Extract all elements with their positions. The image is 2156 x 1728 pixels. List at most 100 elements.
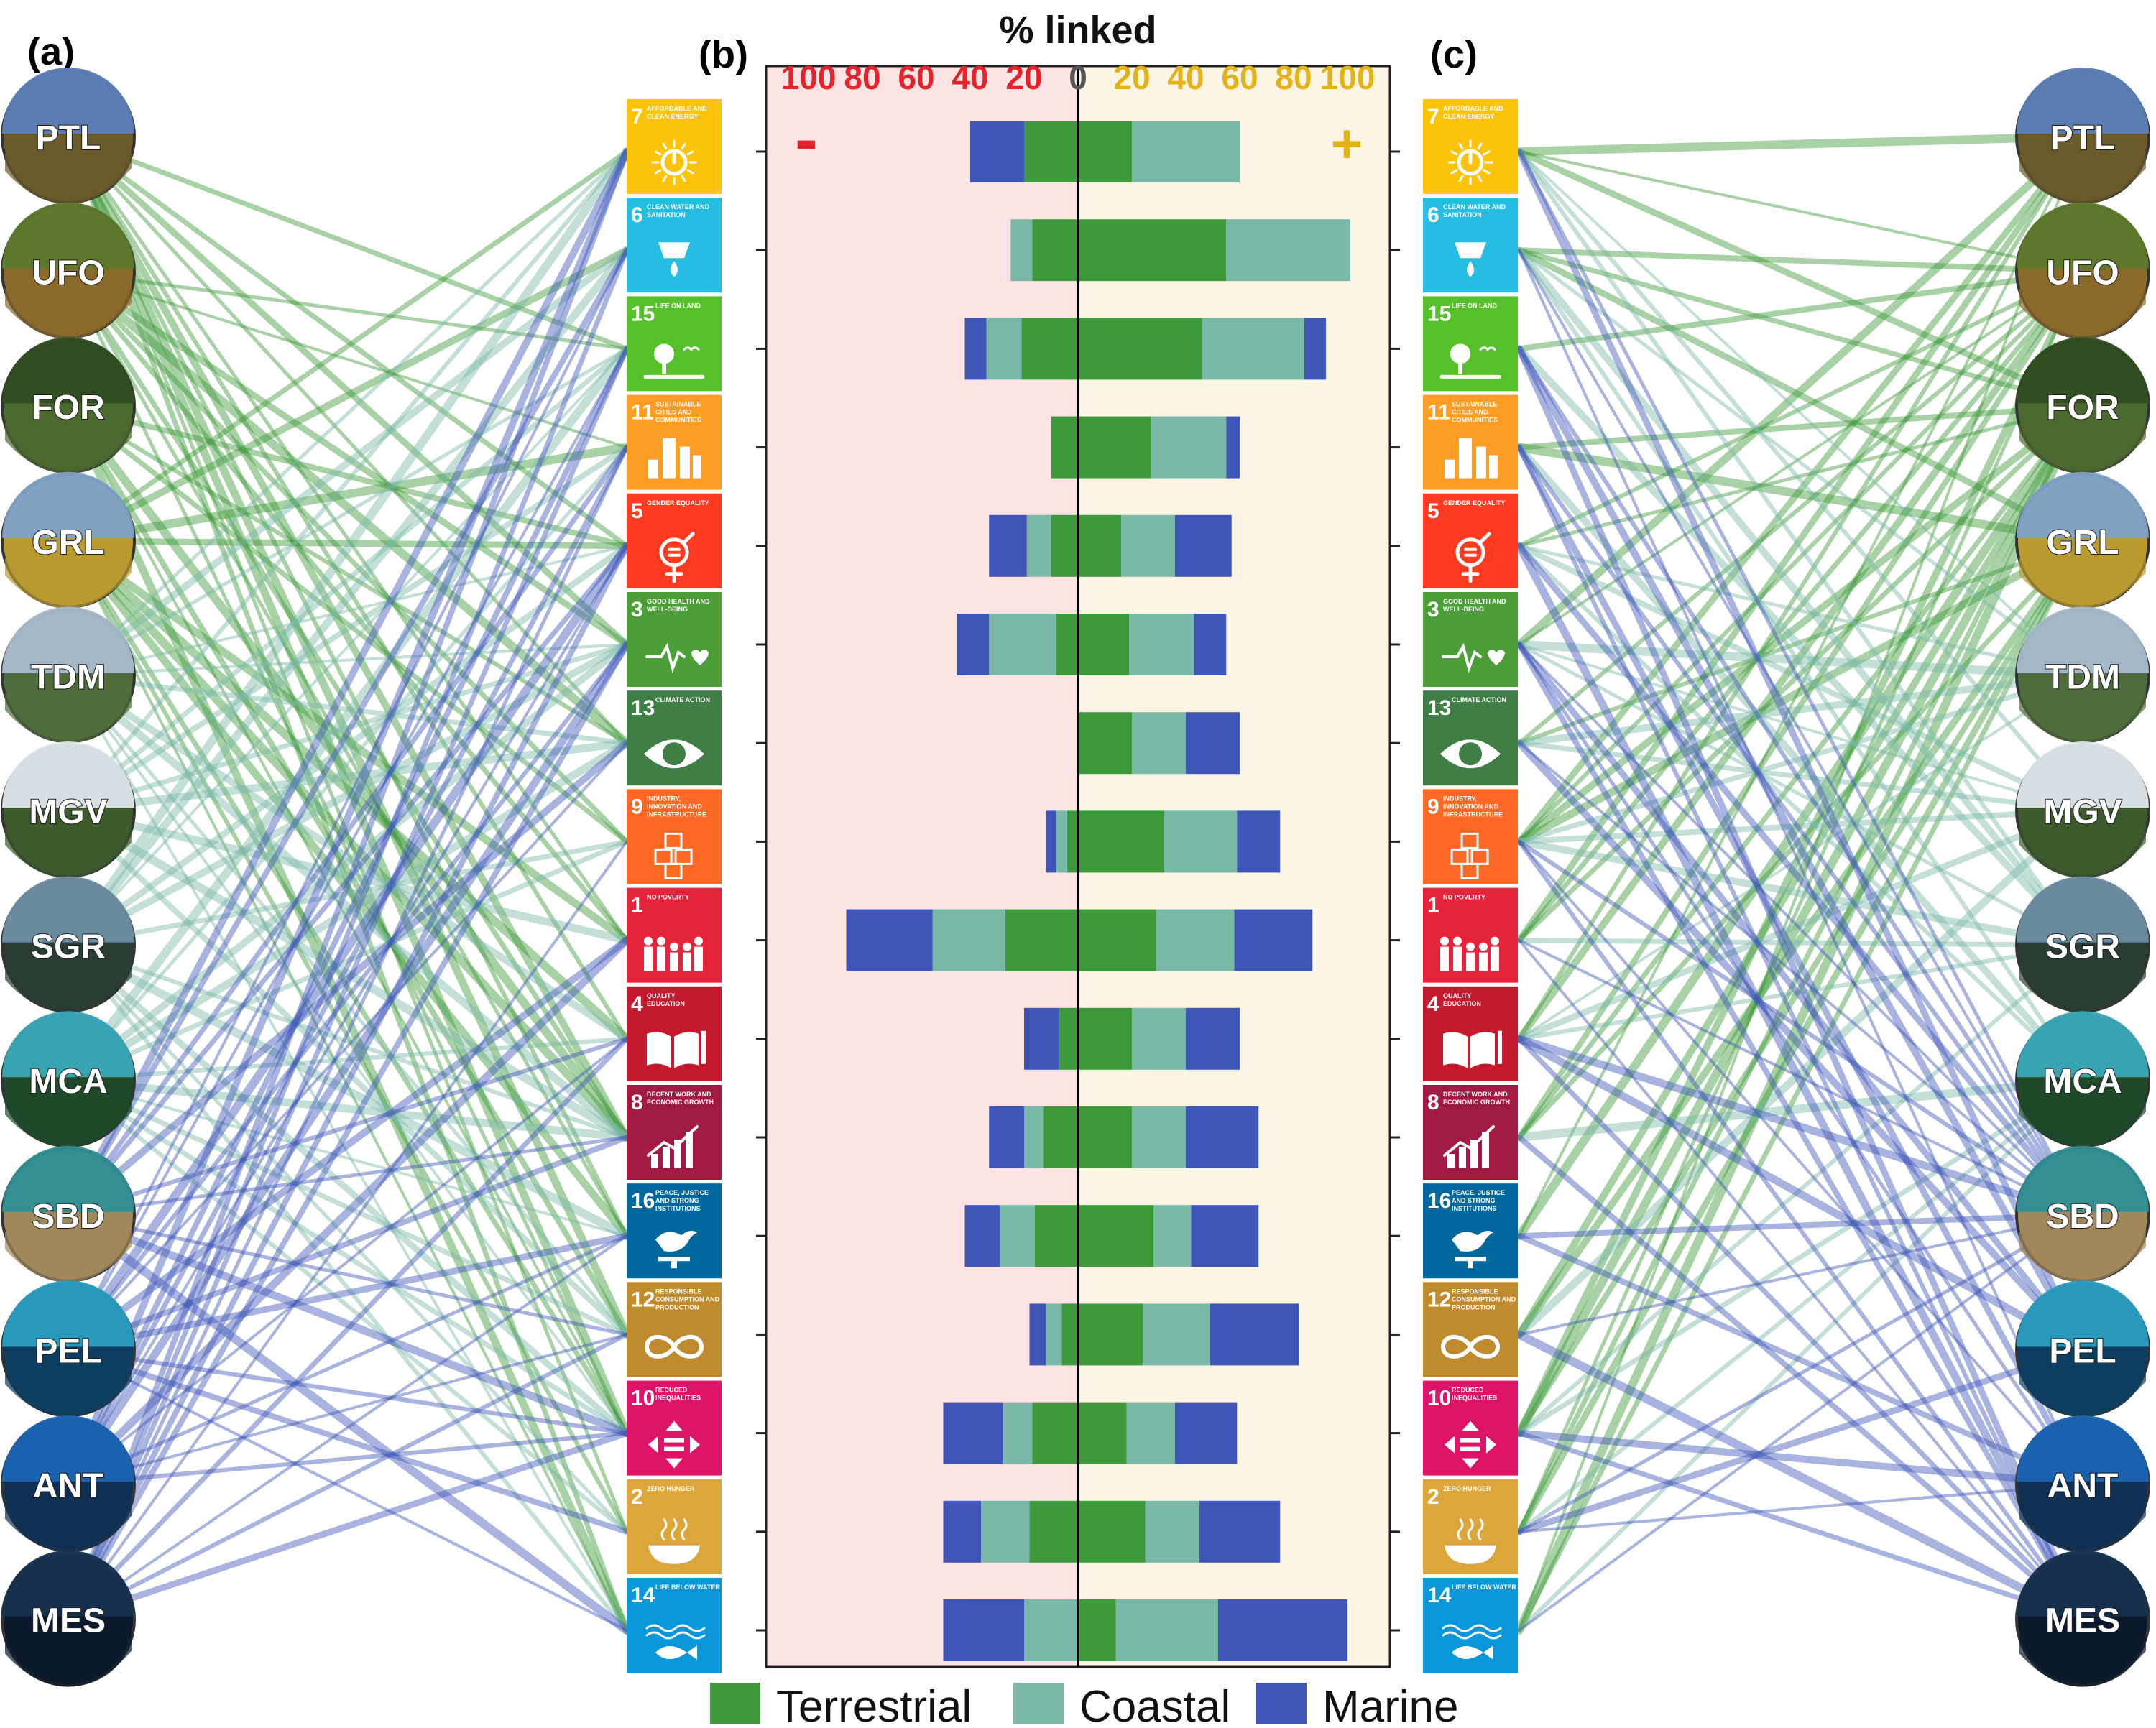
bar-neg-marine xyxy=(943,1599,1024,1661)
ecosystem-photo-detail xyxy=(5,414,132,474)
link-coastal xyxy=(65,838,630,1083)
link-marine xyxy=(65,542,630,1622)
sdg-tile-bg xyxy=(1423,1282,1518,1377)
sdg-title-line: CITIES AND xyxy=(1452,409,1488,416)
link-coastal xyxy=(65,641,630,949)
ecosystem-photo-top xyxy=(2017,1145,2149,1212)
link-coastal xyxy=(65,672,630,1043)
bar-pos-marine xyxy=(1175,514,1232,577)
sdg-number: 13 xyxy=(1427,696,1451,720)
link-terrestrial xyxy=(67,269,628,449)
ecosystem-photo-top xyxy=(2,1145,134,1212)
bar-pos-coastal xyxy=(1126,1402,1175,1464)
link-coastal xyxy=(65,673,630,746)
bar-pos-terrestrial xyxy=(1078,1007,1132,1070)
link-coastal xyxy=(64,671,631,1142)
link-marine xyxy=(65,247,630,1622)
bar-neg-marine xyxy=(989,514,1027,577)
sdg-number: 2 xyxy=(631,1485,643,1509)
ecosystem-photo-detail xyxy=(5,1492,132,1552)
city-icon xyxy=(1445,438,1498,479)
sdg-number: 7 xyxy=(1427,105,1439,129)
bar-neg-terrestrial xyxy=(1005,909,1078,971)
sdg-title-line: CLIMATE ACTION xyxy=(655,696,710,703)
ecosystem-photo-detail xyxy=(5,1223,132,1283)
sdg-number: 12 xyxy=(1427,1288,1451,1311)
bar-pos-terrestrial xyxy=(1078,1402,1127,1464)
sdg-number: 5 xyxy=(1427,499,1439,523)
sdg-title-line: ZERO HUNGER xyxy=(1443,1485,1491,1492)
link-terrestrial xyxy=(64,536,631,1142)
sdg-number: 14 xyxy=(1427,1584,1452,1607)
sdg-title-line: GENDER EQUALITY xyxy=(1443,499,1506,507)
sdg-title-line: COMMUNITIES xyxy=(655,417,701,424)
link-terrestrial xyxy=(1518,150,2084,273)
link-marine xyxy=(1516,1429,2086,1488)
link-terrestrial xyxy=(65,134,630,351)
link-marine xyxy=(1516,148,2086,1353)
link-terrestrial xyxy=(1516,133,2086,944)
sdg-title-line: QUALITY xyxy=(647,992,676,999)
link-coastal xyxy=(65,641,630,1084)
link-terrestrial xyxy=(1517,538,2085,746)
sdg-tile-11: 11SUSTAINABLE CITIES AND COMMUNITIESSUST… xyxy=(1423,394,1518,490)
ecosystem-ufo: UFO xyxy=(1,202,136,339)
link-terrestrial xyxy=(1516,403,2086,943)
sdg-title-line: WELL-BEING xyxy=(647,606,688,613)
link-coastal xyxy=(1516,345,2086,949)
link-terrestrial xyxy=(1518,135,2084,1238)
link-marine xyxy=(67,1037,628,1486)
sdg-title-line: AND STRONG xyxy=(655,1197,699,1204)
link-marine xyxy=(1515,1035,2087,1354)
ecosystem-pel: PEL xyxy=(1,1280,136,1418)
bar-pos-coastal xyxy=(1151,416,1227,479)
ecosystem-sbd: SBD xyxy=(2015,1145,2150,1283)
link-coastal xyxy=(1518,643,2084,812)
bar-neg-marine xyxy=(964,1205,1000,1267)
link-terrestrial xyxy=(64,443,631,545)
bar-neg-coastal xyxy=(1026,514,1051,577)
ecosystem-photo-detail xyxy=(5,549,132,609)
ecosystem-mgv: MGV xyxy=(2015,741,2150,878)
link-coastal xyxy=(67,347,628,947)
sdg-number: 2 xyxy=(1427,1485,1439,1509)
bar-neg-terrestrial xyxy=(1067,810,1078,873)
link-marine xyxy=(67,741,628,1352)
link-terrestrial xyxy=(64,537,631,945)
bar-neg-terrestrial xyxy=(1032,1402,1078,1464)
bar-neg-coastal xyxy=(932,909,1005,971)
bar-neg-marine xyxy=(957,614,990,675)
legend-swatch-coastal xyxy=(1013,1683,1064,1724)
link-marine xyxy=(1516,1211,2086,1239)
link-coastal xyxy=(64,739,631,815)
bar-pos-terrestrial xyxy=(1078,318,1202,380)
sdg-tile-bg xyxy=(627,592,722,687)
sdg-title-line: CLEAN ENERGY xyxy=(647,113,699,120)
bar-pos-marine xyxy=(1186,712,1240,775)
link-marine xyxy=(64,936,631,1489)
sdg-number: 16 xyxy=(631,1189,655,1213)
equality-arrows-icon xyxy=(648,1420,700,1469)
link-marine xyxy=(65,148,630,1488)
legend-label-coastal: Coastal xyxy=(1079,1682,1230,1724)
bar-neg-coastal xyxy=(1056,810,1067,873)
ecosystem-pel: PEL xyxy=(2015,1280,2150,1418)
link-coastal xyxy=(1516,246,2086,949)
link-marine xyxy=(1518,938,2084,1621)
bar-neg-marine xyxy=(846,909,933,971)
panel-label-a: (a) xyxy=(27,30,75,73)
link-terrestrial xyxy=(65,134,630,1633)
link-coastal xyxy=(64,344,631,1085)
sdg-tile-1: 1NO POVERTYNO POVERTY xyxy=(627,887,722,983)
infinity-icon xyxy=(644,1335,704,1359)
link-terrestrial xyxy=(64,267,631,748)
link-coastal xyxy=(1515,1076,2087,1142)
bar-pos-coastal xyxy=(1156,909,1235,971)
link-coastal xyxy=(64,806,631,945)
